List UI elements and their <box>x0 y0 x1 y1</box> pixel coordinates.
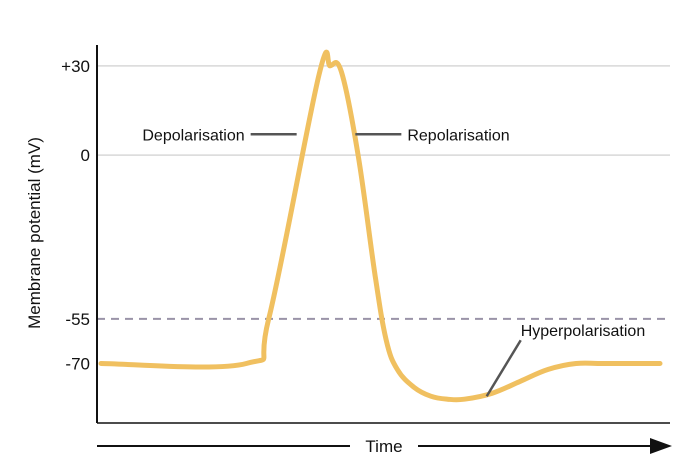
y-tick-labels: +30 0 -55 -70 <box>61 57 90 374</box>
annotation-leader <box>485 339 522 397</box>
y-tick-label: 0 <box>81 146 90 165</box>
annotation-label: Repolarisation <box>407 127 509 144</box>
time-arrow-head <box>650 438 672 454</box>
y-tick-label: -70 <box>65 354 90 373</box>
grid-lines <box>97 65 670 156</box>
y-tick-label: -55 <box>65 310 90 329</box>
annotations: Depolarisation Repolarisation Hyperpolaris… <box>142 127 646 397</box>
annotation-label: Depolarisation <box>142 127 244 144</box>
x-axis-title: Time <box>365 437 402 456</box>
annotation-label: Hyperpolarisation <box>521 323 646 340</box>
membrane-potential-line <box>98 49 663 403</box>
axes <box>96 45 672 454</box>
y-tick-label: +30 <box>61 57 90 76</box>
y-axis-title: Membrane potential (mV) <box>25 137 44 329</box>
